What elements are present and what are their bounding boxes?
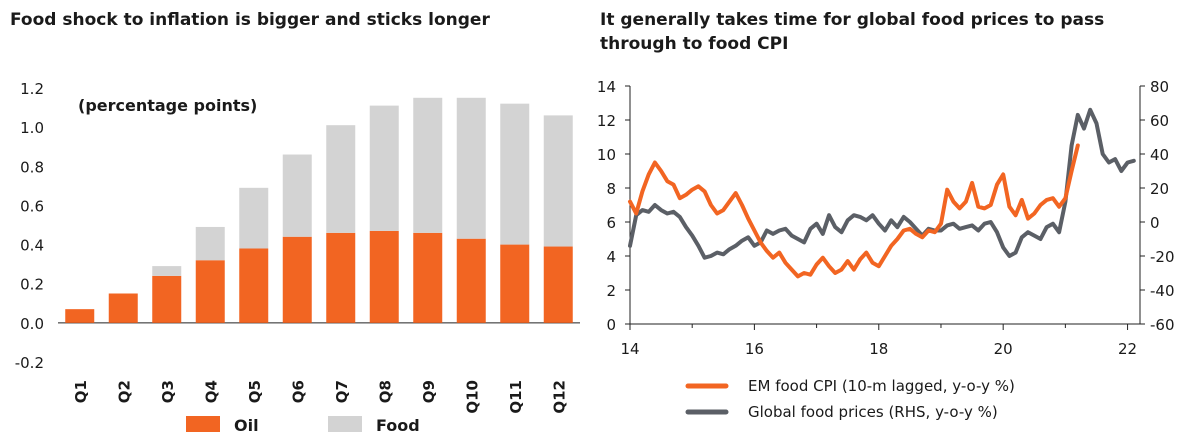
oil-bar-q10 <box>456 238 486 323</box>
oil-bar-q12 <box>543 246 573 323</box>
left-tick-label: 2 <box>606 282 616 300</box>
global-food-prices-line <box>628 107 1136 260</box>
oil-bar-q1 <box>65 309 95 323</box>
right-tick-label: 80 <box>1150 78 1169 96</box>
food-bar-q4 <box>195 226 225 261</box>
y-tick-label: 0.4 <box>20 237 44 255</box>
left-tick-label: 0 <box>606 316 616 334</box>
left-tick-label: 12 <box>597 112 616 130</box>
y-tick-label: 0.2 <box>20 276 44 294</box>
y-tick-label: -0.2 <box>15 354 44 372</box>
x-tick-label: Q3 <box>159 380 177 403</box>
x-tick-label: Q12 <box>550 380 568 414</box>
food-bar-q5 <box>239 187 269 249</box>
y-tick-label: 0.6 <box>20 197 44 215</box>
y-tick-label: 1.0 <box>20 119 44 137</box>
right-tick-label: -60 <box>1150 316 1175 334</box>
oil-bar-q8 <box>369 230 399 323</box>
y-tick-label: 1.2 <box>20 80 44 98</box>
em-food-cpi-legend-label: EM food CPI (10-m lagged, y-o-y %) <box>748 377 1015 395</box>
oil-bar-q2 <box>108 293 138 323</box>
x-tick-label: Q4 <box>202 380 220 403</box>
oil-bar-q11 <box>500 244 530 323</box>
stacked-bar-chart: -0.2 0.0 0.2 0.4 0.6 0.8 1.0 1.2 Q1 Q2 Q3 Q4 Q5 Q6 Q7 Q… <box>15 80 580 435</box>
food-legend-swatch <box>328 416 362 432</box>
oil-legend-swatch <box>186 416 220 432</box>
left-tick-label: 14 <box>597 78 616 96</box>
left-chart-title: Food shock to inflation is bigger and st… <box>10 10 490 30</box>
x-tick-label: Q2 <box>115 380 133 403</box>
food-bar-q6 <box>282 154 312 237</box>
food-bar-q3 <box>152 266 182 276</box>
oil-bar-q3 <box>152 275 182 323</box>
oil-bar-q6 <box>282 236 312 323</box>
food-bar-q12 <box>543 115 573 247</box>
food-bar-q7 <box>326 125 356 233</box>
x-tick-label: Q1 <box>72 380 90 403</box>
left-tick-label: 4 <box>606 248 616 266</box>
y-tick-label: 0.0 <box>20 315 44 333</box>
x-tick-label: Q6 <box>289 380 307 403</box>
food-bar-q10 <box>456 97 486 239</box>
global-food-prices-legend-label: Global food prices (RHS, y-o-y %) <box>748 403 998 421</box>
x-tick-label: 20 <box>994 340 1013 358</box>
x-tick-label: Q7 <box>333 380 351 403</box>
x-tick-label: Q8 <box>376 380 394 403</box>
x-tick-label: 14 <box>620 340 639 358</box>
food-bar-q8 <box>369 105 399 231</box>
x-tick-label: 22 <box>1118 340 1137 358</box>
x-tick-label: 16 <box>745 340 764 358</box>
oil-bar-q5 <box>239 248 269 323</box>
oil-bar-q9 <box>413 232 443 323</box>
x-tick-label: Q10 <box>463 380 481 414</box>
right-tick-label: -20 <box>1150 248 1175 266</box>
oil-bar-q4 <box>195 260 225 323</box>
x-tick-label: Q5 <box>246 380 264 403</box>
units-annotation: (percentage points) <box>78 96 257 115</box>
em-food-cpi-line <box>628 143 1080 279</box>
x-tick-label: Q9 <box>420 380 438 403</box>
right-tick-label: 60 <box>1150 112 1169 130</box>
left-tick-label: 6 <box>606 214 616 232</box>
right-tick-label: -40 <box>1150 282 1175 300</box>
x-tick-label: Q11 <box>507 380 525 414</box>
food-legend-label: Food <box>376 416 420 435</box>
food-bar-q11 <box>500 103 530 245</box>
x-tick-label: 18 <box>869 340 888 358</box>
right-chart-title: It generally takes time for global food … <box>600 10 1105 54</box>
food-bar-q9 <box>413 97 443 233</box>
oil-legend-label: Oil <box>234 416 259 435</box>
right-tick-label: 0 <box>1150 214 1160 232</box>
y-tick-label: 0.8 <box>20 158 44 176</box>
left-tick-label: 10 <box>597 146 616 164</box>
dual-axis-line-chart: 0 2 4 6 8 10 12 14 -60 -40 -20 0 20 40 60 80 14 16 18 20 22 E… <box>597 78 1175 421</box>
right-tick-label: 20 <box>1150 180 1169 198</box>
left-tick-label: 8 <box>606 180 616 198</box>
oil-bar-q7 <box>326 232 356 323</box>
right-tick-label: 40 <box>1150 146 1169 164</box>
